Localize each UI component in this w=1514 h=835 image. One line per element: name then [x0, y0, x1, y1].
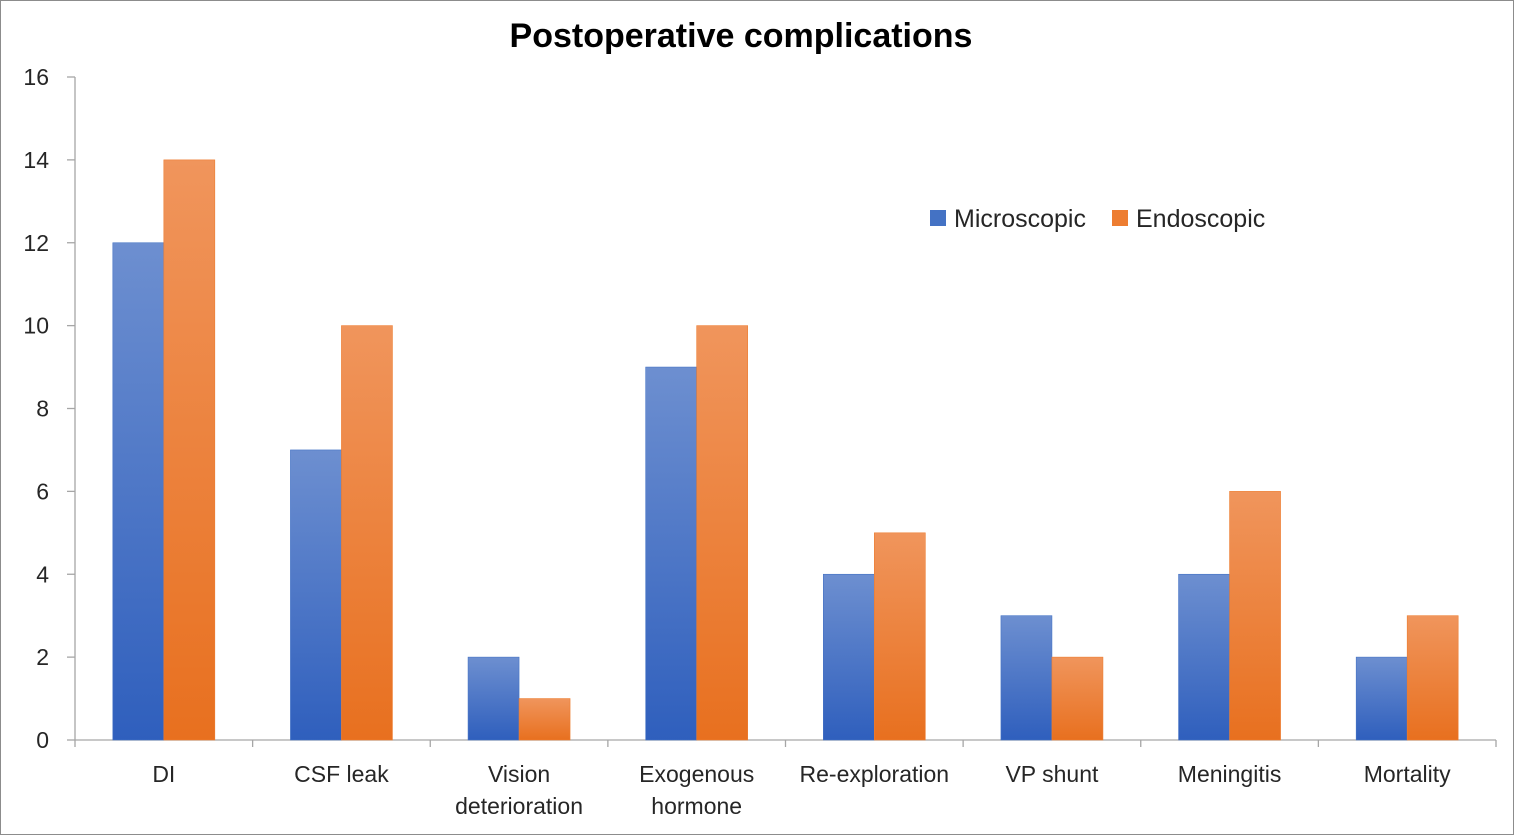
- x-tick-label: Meningitis: [1178, 761, 1282, 787]
- legend: Microscopic Endoscopic: [930, 205, 1265, 233]
- y-tick-label: 10: [23, 313, 49, 339]
- y-tick-label: 6: [36, 478, 49, 504]
- bar-endoscopic-5: [1051, 656, 1104, 741]
- bar-endoscopic-7: [1406, 615, 1459, 741]
- y-tick-label: 14: [23, 147, 49, 173]
- legend-label-endoscopic: Endoscopic: [1136, 205, 1265, 233]
- x-tick-label: Re-exploration: [800, 761, 950, 787]
- y-axis: 0 2 4 6 8 10 12 14 16: [23, 64, 76, 753]
- legend-swatch-microscopic: [930, 210, 946, 226]
- bar-microscopic-1: [290, 449, 342, 741]
- y-tick-label: 4: [36, 561, 49, 587]
- y-tick-label: 16: [23, 64, 49, 90]
- y-tick-label: 8: [36, 396, 49, 422]
- bar-endoscopic-2: [518, 698, 571, 741]
- bar-microscopic-3: [645, 366, 697, 741]
- bars: [112, 159, 1459, 741]
- x-tick-label: VP shunt: [1005, 761, 1099, 787]
- x-tick-label: deterioration: [455, 793, 583, 819]
- x-tick-label: Vision: [488, 761, 550, 787]
- bar-microscopic-4: [823, 573, 875, 741]
- bar-endoscopic-6: [1229, 491, 1281, 741]
- x-tick-label: Mortality: [1364, 761, 1451, 787]
- bar-microscopic-7: [1355, 656, 1408, 741]
- bar-endoscopic-0: [163, 159, 216, 741]
- y-tick-label: 12: [23, 230, 49, 256]
- legend-label-microscopic: Microscopic: [954, 205, 1086, 233]
- x-axis: DI CSF leak Vision deterioration Exogenous ho…: [74, 739, 1497, 819]
- legend-swatch-endoscopic: [1112, 210, 1128, 226]
- y-tick-label: 0: [36, 727, 49, 753]
- y-tick-label: 2: [36, 644, 49, 670]
- bar-microscopic-0: [112, 242, 165, 741]
- bar-microscopic-6: [1178, 573, 1230, 741]
- x-tick-label: DI: [152, 761, 175, 787]
- bar-microscopic-5: [1000, 615, 1053, 741]
- x-tick-label: CSF leak: [294, 761, 389, 787]
- bar-microscopic-2: [467, 656, 520, 741]
- bar-endoscopic-1: [341, 325, 393, 741]
- x-tick-label: hormone: [651, 793, 742, 819]
- bar-endoscopic-3: [696, 325, 748, 741]
- chart-title: Postoperative complications: [510, 17, 973, 55]
- bar-endoscopic-4: [874, 532, 926, 741]
- x-tick-label: Exogenous: [639, 761, 754, 787]
